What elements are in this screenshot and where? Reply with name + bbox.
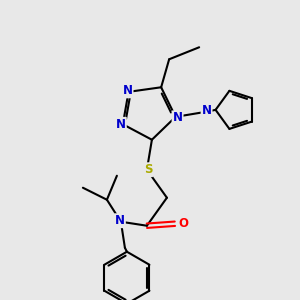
- Text: S: S: [144, 163, 152, 176]
- Text: N: N: [202, 104, 212, 117]
- Text: N: N: [116, 118, 126, 131]
- Text: N: N: [122, 84, 133, 98]
- Text: N: N: [115, 214, 125, 227]
- Text: O: O: [178, 217, 188, 230]
- Text: N: N: [172, 111, 183, 124]
